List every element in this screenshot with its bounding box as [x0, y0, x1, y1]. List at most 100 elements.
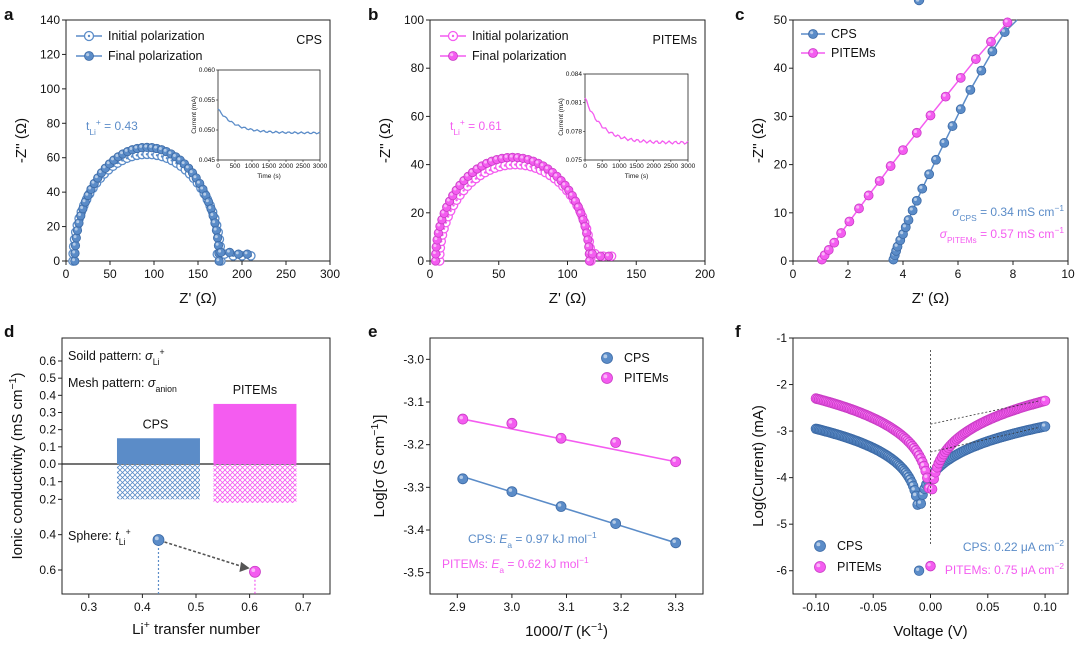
panel-a-point-shine: [203, 192, 207, 196]
panel-c-point-shine: [900, 231, 904, 235]
panel-c-point-shine: [913, 129, 917, 134]
panel-b-point: [595, 251, 606, 261]
panel-a-ytick-label: 40: [47, 185, 61, 199]
panel-a-point-shine: [88, 186, 92, 190]
panel-f-ytick-label: -4: [776, 471, 787, 485]
panel-c-point-shine: [831, 239, 835, 243]
panel-b-inset-xtick-label: 500: [597, 163, 608, 170]
panel-c-ytick-label: 30: [774, 109, 788, 123]
panel-c-point-shine: [846, 218, 850, 222]
panel-c-point: [987, 46, 998, 57]
panel-d-sphere-point-shine: [251, 568, 256, 573]
panel-e: 2.9 3.0 3.1 3.2 3.3 -3.5 -3.4 -3.3 -3.2 -3.1 -3.0 C…: [369, 337, 704, 640]
panel-f-xtick-label: 0.00: [919, 600, 943, 614]
panel-e-point-shine: [557, 503, 562, 507]
panel-c-xlabel: Z' (Ω): [912, 290, 949, 307]
panel-c-point: [924, 169, 935, 180]
panel-c-point-shine: [989, 48, 993, 52]
panel-a-legend-label: Initial polarization: [108, 29, 205, 43]
panel-c-point: [898, 145, 908, 156]
panel-e-xtick-label: 2.9: [449, 600, 466, 614]
panel-c-xtick-label: 8: [1010, 267, 1017, 281]
panel-c-point-shine: [978, 67, 982, 71]
panel-e-xtick-label: 3.2: [613, 600, 630, 614]
panel-d-ytick-label: 0.3: [39, 406, 56, 420]
panel-a-point-shine: [215, 242, 219, 246]
panel-a-inset-ytick-label: 0.055: [199, 97, 216, 104]
panel-a-point: [70, 240, 81, 251]
panel-b-point-shine: [554, 173, 558, 177]
panel-c-point-shine: [876, 178, 880, 182]
panel-c-point-shine: [900, 147, 904, 151]
panel-d-bar-li: [213, 403, 297, 464]
panel-d-ytick-label: 0.4: [39, 528, 56, 542]
panel-f-point-shine: [917, 500, 922, 504]
panel-c-frame: [792, 19, 1069, 262]
panel-d-bar-li: [116, 438, 200, 464]
panel-f-legend-marker: [814, 540, 826, 552]
panel-b-point-shine: [469, 169, 473, 173]
panel-b-point-shine: [483, 160, 487, 164]
panel-a-point-shine: [154, 145, 157, 149]
panel-c-ytick-label: 0: [780, 254, 787, 268]
panel-c: 0 2 4 6 8 10 0 10 20 30 40 50 Z' (Ω) -Z'' (Ω) CPS PITEM…: [750, 13, 1075, 307]
panel-c-point-shine: [838, 230, 842, 234]
panel-c-point: [854, 203, 864, 214]
panel-a-legend-marker-dot: [87, 34, 91, 38]
panel-a-point-shine: [82, 199, 86, 203]
panel-a-point-shine: [181, 161, 185, 165]
panel-e-point-shine: [508, 420, 513, 424]
panel-c-point: [1002, 17, 1013, 28]
panel-e-activation-annotation: CPS: Ea = 0.97 kJ mol−1: [468, 530, 597, 550]
panel-a-point-shine: [94, 175, 98, 179]
panel-d-bar-label: CPS: [143, 417, 169, 431]
panel-b-inset-ylabel: Current (mA): [558, 98, 565, 136]
panel-c-point-shine: [988, 38, 992, 42]
panel-c-ytick-label: 20: [774, 158, 788, 172]
panel-f-legend-label: PITEMs: [837, 560, 881, 574]
panel-f-point: [926, 483, 938, 495]
panel-d-ytick-label: 0.6: [39, 563, 56, 577]
panel-a-point: [225, 247, 235, 257]
panel-b-point-shine: [549, 169, 553, 173]
panel-a-point-shine: [80, 206, 84, 209]
panel-a-ylabel: -Z'' (Ω): [13, 118, 30, 163]
panel-e-point-shine: [672, 539, 676, 544]
panel-b-point-shine: [520, 155, 524, 159]
panel-a-point-shine: [177, 157, 181, 161]
panel-c-point: [986, 36, 996, 47]
panel-d-legend-sphere: Sphere: tLi+: [68, 527, 131, 547]
panel-f-point-shine: [910, 482, 914, 487]
panel-d-bar-anion: [116, 464, 200, 500]
panel-a-inset-current-line: [217, 108, 321, 135]
panel-c-point: [836, 228, 847, 238]
panel-a-point-shine: [76, 220, 80, 224]
panel-a-inset-xlabel: Time (s): [257, 173, 281, 180]
panel-d-ytick-label: 0.0: [39, 457, 56, 471]
panel-b-point-shine: [479, 163, 483, 167]
panel-b-point-shine: [437, 223, 441, 227]
panel-c-point: [911, 127, 922, 138]
panel-a-point: [242, 249, 252, 259]
panel-e-fit-line: [462, 418, 676, 463]
panel-f-ytick-label: -1: [776, 331, 787, 345]
panel-a-legend-marker-shine: [86, 53, 90, 57]
panel-b-point-shine: [439, 216, 443, 220]
panel-a-xtick-label: 100: [144, 267, 164, 281]
panel-a-point-shine: [85, 192, 89, 196]
panel-b-point-shine: [509, 154, 513, 158]
panel-b-point-shine: [432, 251, 436, 255]
panel-b-xtick-label: 100: [557, 267, 577, 281]
panel-f-point-shine: [920, 462, 925, 467]
panel-a-point-shine: [106, 161, 110, 165]
panel-c-point-shine: [909, 207, 913, 211]
panel-f-point: [1039, 395, 1051, 407]
panel-c-point-shine: [957, 106, 961, 110]
panel-b-inset-xtick-label: 0: [583, 163, 587, 170]
panel-f: -0.10 -0.05 0.00 0.05 0.10 -6 -5 -4 -3 -2 -1 Voltag…: [750, 0, 1069, 640]
panel-c-ytick-label: 50: [774, 13, 788, 27]
panel-b-point-shine: [433, 244, 437, 248]
panel-c-point-shine: [913, 197, 917, 201]
panel-f-point-shine: [1041, 423, 1046, 427]
